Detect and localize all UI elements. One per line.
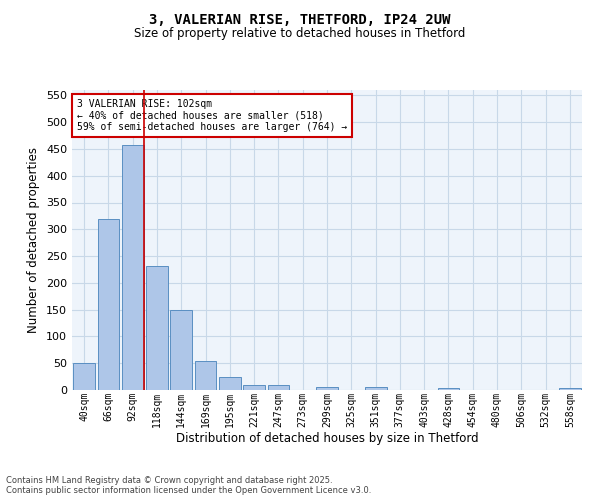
Bar — [170, 310, 192, 390]
Bar — [243, 384, 265, 390]
Bar — [559, 388, 581, 390]
Text: 3, VALERIAN RISE, THETFORD, IP24 2UW: 3, VALERIAN RISE, THETFORD, IP24 2UW — [149, 12, 451, 26]
X-axis label: Distribution of detached houses by size in Thetford: Distribution of detached houses by size … — [176, 432, 478, 445]
Bar — [194, 361, 217, 390]
Bar — [437, 388, 460, 390]
Text: Contains HM Land Registry data © Crown copyright and database right 2025.
Contai: Contains HM Land Registry data © Crown c… — [6, 476, 371, 495]
Bar — [268, 385, 289, 390]
Text: Size of property relative to detached houses in Thetford: Size of property relative to detached ho… — [134, 28, 466, 40]
Bar — [219, 376, 241, 390]
Bar — [122, 145, 143, 390]
Bar — [316, 388, 338, 390]
Bar — [73, 363, 95, 390]
Y-axis label: Number of detached properties: Number of detached properties — [28, 147, 40, 333]
Bar — [97, 218, 119, 390]
Bar — [365, 388, 386, 390]
Text: 3 VALERIAN RISE: 102sqm
← 40% of detached houses are smaller (518)
59% of semi-d: 3 VALERIAN RISE: 102sqm ← 40% of detache… — [77, 99, 347, 132]
Bar — [146, 266, 168, 390]
